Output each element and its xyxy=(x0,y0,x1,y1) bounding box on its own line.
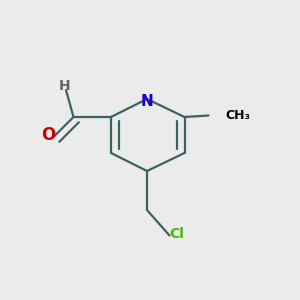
Text: H: H xyxy=(59,79,70,92)
Text: CH₃: CH₃ xyxy=(225,109,250,122)
Text: N: N xyxy=(141,94,153,109)
Text: O: O xyxy=(41,126,56,144)
Text: Cl: Cl xyxy=(169,227,184,241)
